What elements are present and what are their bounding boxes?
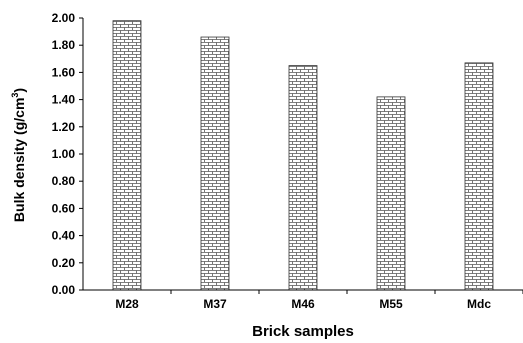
- y-tick-label: 0.00: [52, 283, 76, 297]
- bar-m37: [200, 36, 230, 291]
- y-tick-label: 0.80: [52, 174, 76, 188]
- y-tick-label: 0.40: [52, 229, 76, 243]
- x-tick-label: M46: [291, 297, 315, 311]
- x-axis-title: Brick samples: [252, 323, 354, 340]
- bar-mdc: [464, 62, 494, 291]
- y-axis-title-main: Bulk density (g/cm: [11, 98, 27, 222]
- x-tick-label: M28: [115, 297, 139, 311]
- y-tick-label: 1.80: [52, 38, 76, 52]
- x-axis-tick-labels: M28 M37 M46 M55 Mdc: [115, 290, 523, 311]
- bar-m28: [112, 20, 142, 291]
- y-tick-label: 2.00: [52, 11, 76, 25]
- y-tick-label: 0.60: [52, 201, 76, 215]
- x-tick-label: M55: [379, 297, 403, 311]
- y-tick-label: 1.60: [52, 65, 76, 79]
- bars-group: [112, 20, 494, 291]
- y-axis-title-superscript: 3: [10, 93, 20, 98]
- bar-m46: [288, 65, 318, 291]
- bar-m55: [376, 96, 406, 291]
- y-tick-label: 1.20: [52, 120, 76, 134]
- y-tick-label: 1.40: [52, 93, 76, 107]
- y-tick-label: 1.00: [52, 147, 76, 161]
- y-axis-title-tail: ): [11, 88, 27, 93]
- y-axis-title: Bulk density (g/cm3): [10, 88, 27, 222]
- x-tick-label: Mdc: [467, 297, 491, 311]
- y-tick-label: 0.20: [52, 256, 76, 270]
- x-tick-label: M37: [203, 297, 227, 311]
- y-axis-tick-labels: 0.00 0.20 0.40 0.60 0.80 1.00 1.20 1.40 1.60 1.80…: [52, 11, 83, 297]
